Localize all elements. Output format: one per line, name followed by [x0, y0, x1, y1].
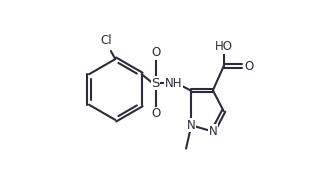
Text: S: S: [151, 77, 160, 90]
Text: O: O: [151, 107, 160, 120]
Text: O: O: [245, 60, 254, 73]
Text: Cl: Cl: [100, 34, 112, 47]
Text: N: N: [208, 125, 217, 138]
Text: O: O: [151, 46, 160, 59]
Text: N: N: [187, 119, 196, 132]
Text: HO: HO: [215, 40, 233, 53]
Text: NH: NH: [165, 77, 182, 90]
